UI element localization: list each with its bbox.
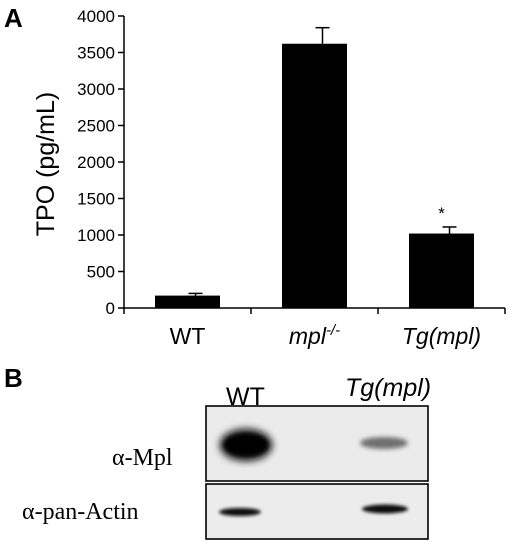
significance-marker: *: [438, 204, 445, 223]
blot-row-label-mpl: α-Mpl: [112, 445, 173, 471]
y-tick-label: 2500: [77, 117, 115, 136]
y-tick-label: 3500: [77, 44, 115, 63]
bar: [282, 43, 347, 309]
y-axis-title: TPO (pg/mL): [32, 92, 60, 236]
x-axis: [123, 307, 506, 314]
y-tick-label: 2000: [77, 153, 115, 172]
y-tick-label: 1000: [77, 226, 115, 245]
category-label: mpl-/-: [289, 322, 340, 349]
y-tick-label: 4000: [77, 7, 115, 26]
lane-label-tg-mpl: Tg(mpl): [345, 374, 431, 402]
band-actin-wt: [219, 508, 261, 516]
category-labels: WT mpl-/- Tg(mpl): [170, 322, 482, 349]
band-mpl-wt-core: [224, 434, 268, 456]
band-mpl-tg: [360, 437, 408, 449]
blot-row-label-pan-actin: α-pan-Actin: [22, 499, 139, 525]
western-blot: WT Tg(mpl) α-Mpl α-pan-Actin: [22, 374, 431, 540]
blot-strip-mpl: [205, 405, 429, 482]
band-actin-tg: [362, 504, 408, 514]
panel-b-label: B: [4, 363, 23, 393]
y-tick-label: 500: [87, 263, 115, 282]
bar: [409, 233, 474, 308]
category-label: WT: [170, 323, 206, 349]
y-axis: 0 500 1000 1500 2000 2500 3000 3500 4000: [77, 7, 125, 318]
panel-a-label: A: [4, 3, 23, 33]
y-tick-label: 1500: [77, 190, 115, 209]
y-tick-label: 3000: [77, 80, 115, 99]
category-label: Tg(mpl): [402, 323, 481, 349]
bars: *: [155, 26, 474, 309]
blot-strip-pan-actin: [205, 483, 429, 540]
bar: [155, 295, 220, 308]
y-tick-label: 0: [106, 299, 115, 318]
bar-chart: TPO (pg/mL) 0 500 1000 1500 2000 2500 3000 3500…: [32, 7, 506, 349]
